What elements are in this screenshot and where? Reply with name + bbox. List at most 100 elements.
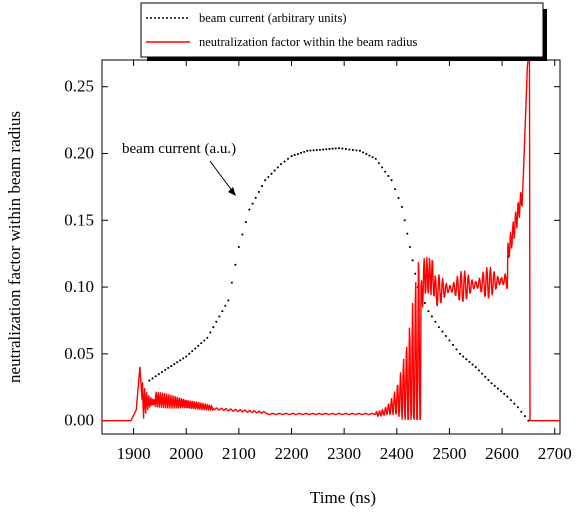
beam-current-point bbox=[430, 315, 433, 318]
beam-current-point bbox=[458, 352, 462, 355]
x-tick-label: 2400 bbox=[380, 444, 414, 463]
y-axis-title: neutralization factor within beam radius bbox=[5, 111, 24, 383]
annotation: beam current (a.u.) bbox=[122, 141, 236, 196]
beam-current-point bbox=[527, 419, 530, 422]
y-axis: 0.00 0.05 0.10 0.15 0.20 0.25 bbox=[64, 77, 560, 430]
beam-current-point bbox=[516, 406, 519, 409]
beam-current-point bbox=[381, 166, 384, 169]
beam-current-point bbox=[406, 232, 409, 235]
beam-current-point bbox=[455, 348, 458, 351]
neutralization-factor-line bbox=[102, 60, 560, 422]
beam-current-point bbox=[462, 355, 465, 358]
beam-current-point bbox=[390, 179, 393, 182]
beam-current-point bbox=[437, 326, 440, 329]
beam-current-point bbox=[427, 310, 430, 313]
beam-current-point bbox=[248, 208, 251, 211]
beam-current-point bbox=[306, 149, 309, 152]
y-tick-label: 0.15 bbox=[64, 210, 94, 229]
beam-current-point bbox=[309, 149, 312, 152]
legend-box bbox=[140, 2, 544, 58]
beam-current-point bbox=[230, 281, 233, 284]
series-layer bbox=[102, 60, 560, 422]
beam-current-point bbox=[355, 149, 358, 152]
beam-current-point bbox=[477, 369, 480, 372]
beam-current-point bbox=[444, 334, 447, 338]
beam-current-point bbox=[368, 154, 371, 157]
beam-current-point bbox=[221, 310, 224, 313]
y-tick-label: 0.05 bbox=[64, 344, 94, 363]
beam-current-point bbox=[251, 202, 254, 205]
beam-current-point bbox=[170, 365, 173, 368]
beam-current-point bbox=[286, 157, 290, 160]
beam-current-point bbox=[408, 245, 412, 249]
x-tick-label: 2700 bbox=[538, 444, 572, 463]
annotation-arrow bbox=[209, 160, 234, 193]
beam-current-point bbox=[334, 147, 337, 150]
beam-current-point bbox=[244, 221, 247, 224]
beam-current-point bbox=[414, 272, 417, 275]
beam-current-point bbox=[331, 147, 334, 150]
beam-current-point bbox=[362, 151, 365, 154]
beam-current-point bbox=[503, 392, 506, 395]
beam-current-point bbox=[393, 188, 397, 191]
beam-current-point bbox=[160, 370, 164, 374]
beam-current-point bbox=[471, 363, 474, 366]
beam-current-point bbox=[315, 148, 318, 152]
beam-current-point bbox=[224, 304, 227, 307]
beam-current-point bbox=[371, 156, 374, 159]
beam-current-point bbox=[496, 387, 499, 390]
beam-current-point bbox=[441, 330, 444, 333]
beam-current-point bbox=[209, 331, 212, 334]
beam-current-point bbox=[267, 175, 270, 179]
beam-current-point bbox=[212, 326, 215, 329]
beam-current-point bbox=[451, 343, 455, 347]
beam-current-point bbox=[499, 390, 503, 393]
beam-current-point bbox=[276, 166, 279, 169]
beam-current-point bbox=[513, 402, 516, 405]
beam-current-point bbox=[299, 151, 303, 155]
beam-current-point bbox=[215, 320, 218, 323]
beam-current-point bbox=[434, 320, 437, 323]
legend-label-neutralization: neutralization factor within the beam ra… bbox=[199, 35, 417, 49]
beam-current-point bbox=[523, 415, 526, 418]
beam-current-point bbox=[151, 377, 154, 380]
beam-current-point bbox=[148, 379, 151, 382]
beam-current-point bbox=[474, 366, 477, 369]
beam-current-point bbox=[197, 344, 200, 347]
x-axis: 1900 2000 2100 2200 2300 2400 2500 2600 2700 bbox=[117, 60, 572, 463]
beam-current-point bbox=[358, 149, 362, 152]
beam-current-point bbox=[322, 148, 325, 151]
beam-current-point bbox=[374, 157, 377, 160]
beam-current-point bbox=[328, 147, 331, 151]
beam-current-point bbox=[241, 233, 244, 236]
x-tick-label: 1900 bbox=[117, 444, 151, 463]
x-tick-label: 2500 bbox=[432, 444, 466, 463]
x-tick-label: 2600 bbox=[485, 444, 519, 463]
annotation-arrowhead bbox=[228, 187, 236, 196]
beam-current-point bbox=[206, 336, 209, 339]
beam-current-point bbox=[411, 259, 414, 262]
y-tick-label: 0.00 bbox=[64, 411, 94, 430]
beam-current-point bbox=[303, 150, 306, 153]
beam-current-point bbox=[234, 263, 237, 266]
beam-current-point bbox=[509, 399, 512, 402]
y-tick-label: 0.10 bbox=[64, 277, 94, 296]
beam-current-point bbox=[264, 179, 267, 182]
beam-current-point bbox=[325, 148, 328, 151]
beam-current-point bbox=[194, 347, 197, 350]
beam-current-point bbox=[182, 357, 185, 360]
x-axis-title: Time (ns) bbox=[310, 488, 376, 507]
beam-current-point bbox=[344, 147, 347, 151]
beam-current-point bbox=[218, 315, 221, 318]
beam-current-point bbox=[254, 196, 257, 199]
beam-current-point bbox=[185, 355, 188, 358]
y-tick-label: 0.25 bbox=[64, 77, 94, 96]
beam-current-point bbox=[318, 148, 321, 151]
beam-current-point bbox=[487, 378, 490, 382]
beam-current-point bbox=[257, 190, 260, 194]
beam-current-point bbox=[191, 350, 194, 353]
beam-current-point bbox=[157, 373, 160, 376]
beam-current-point bbox=[468, 360, 471, 363]
plot-frame bbox=[101, 59, 561, 435]
beam-current-point bbox=[283, 160, 286, 163]
